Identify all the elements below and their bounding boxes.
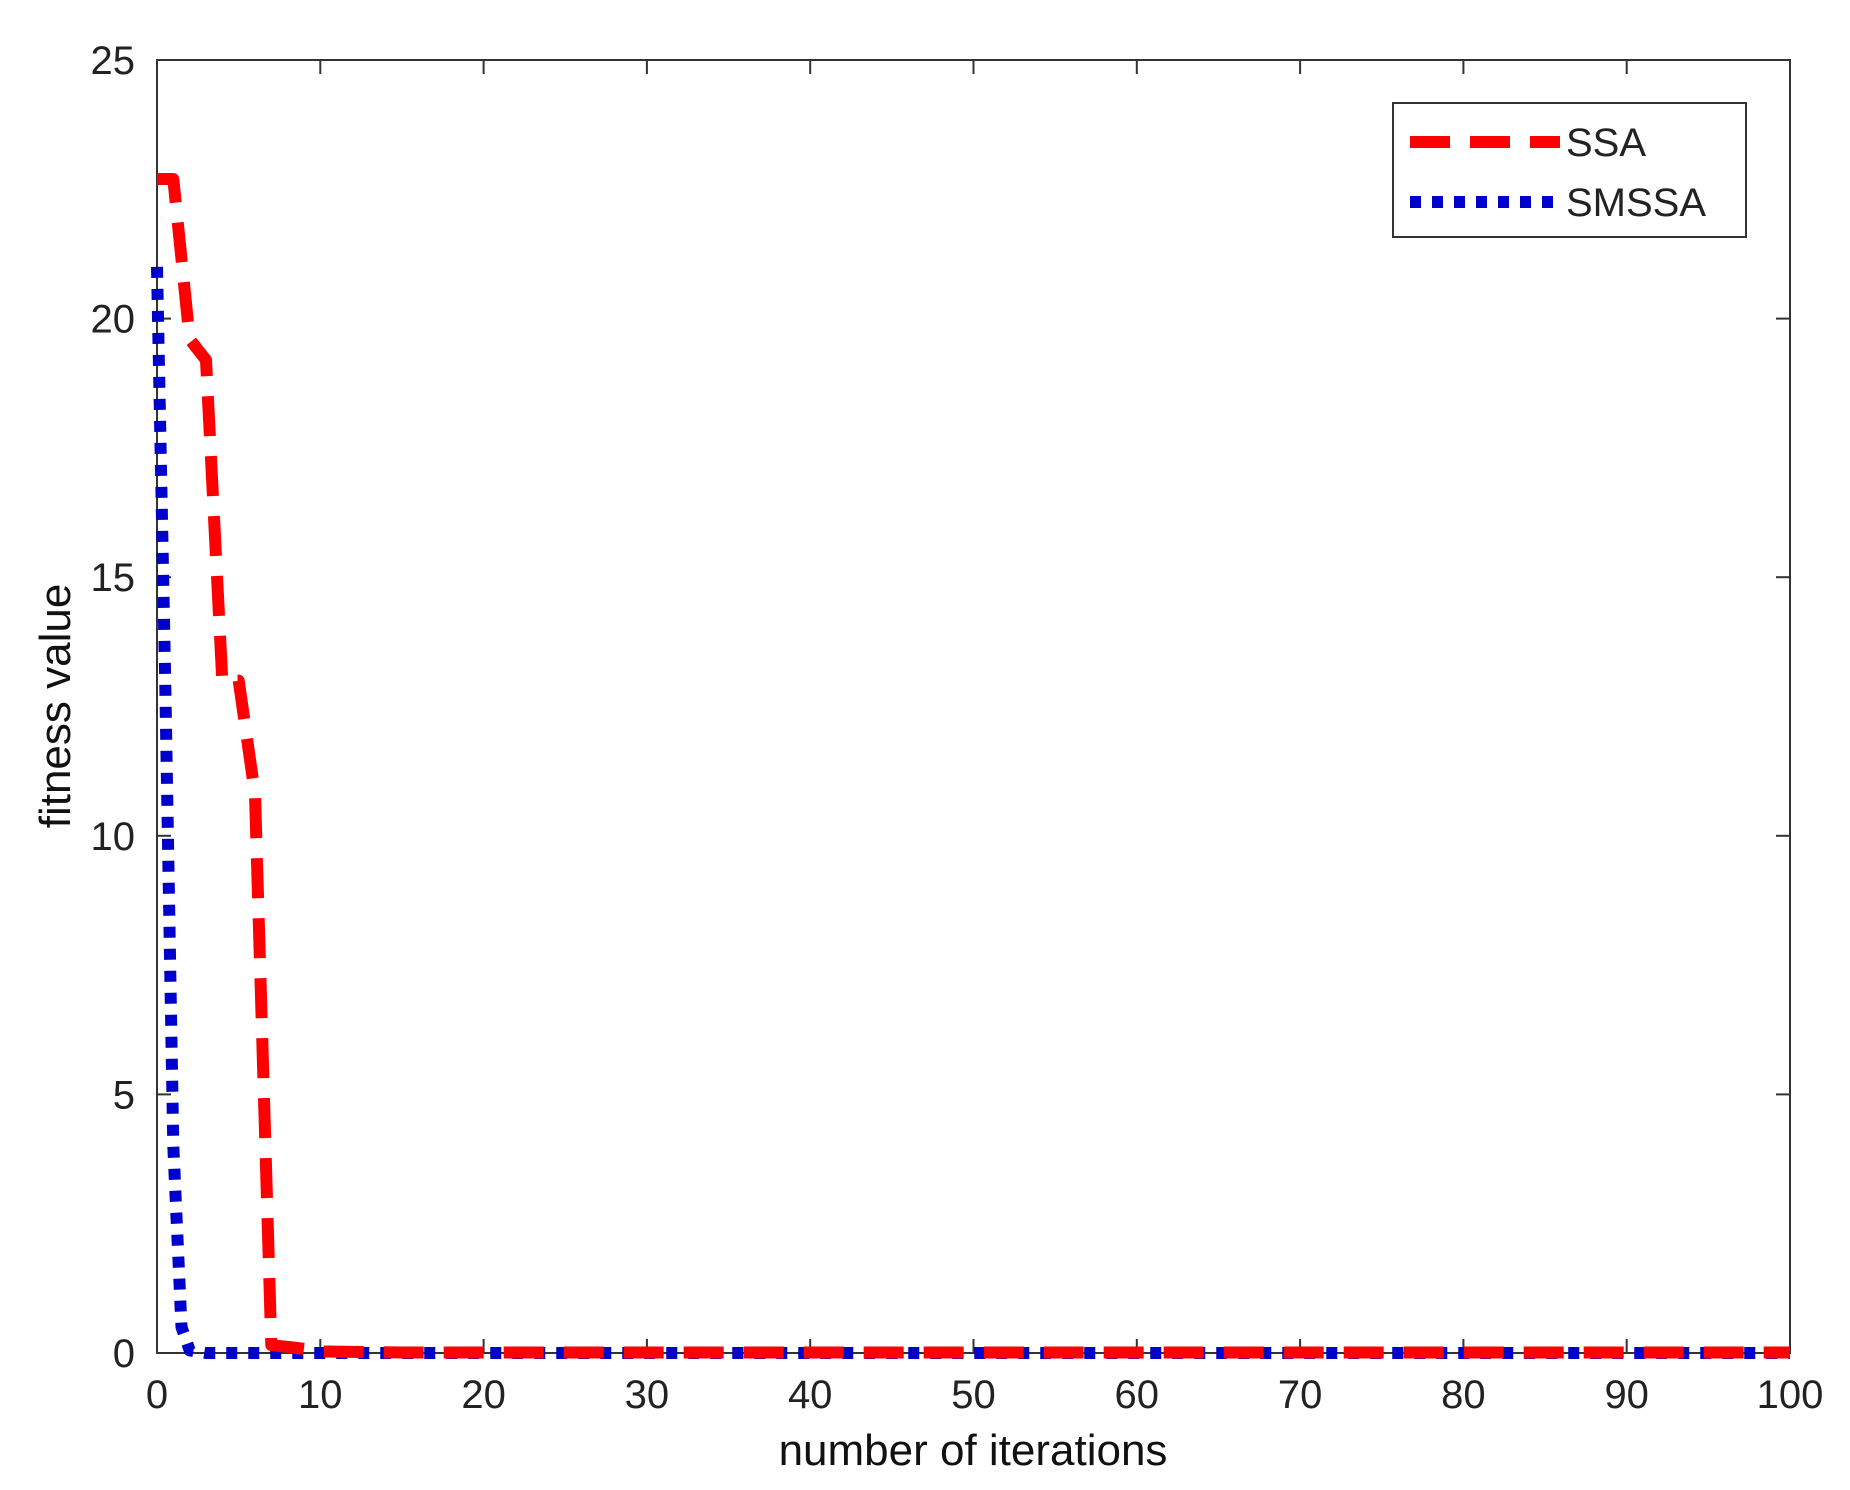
x-tick-label: 40: [788, 1373, 833, 1417]
x-tick-label: 0: [146, 1373, 168, 1417]
x-tick-label: 50: [951, 1373, 996, 1417]
x-tick-label: 90: [1604, 1373, 1649, 1417]
axis-ticks: 0 10 20 30 40 50 60 70 80 90 100 0 5 10 15 20 25: [91, 39, 1824, 1417]
series-line-ssa: [157, 173, 1790, 1359]
series-layer: [151, 173, 1790, 1359]
x-tick-label: 10: [298, 1373, 343, 1417]
x-axis-label: number of iterations: [779, 1426, 1168, 1475]
x-tick-label: 80: [1441, 1373, 1486, 1417]
legend-label-ssa: SSA: [1566, 121, 1646, 165]
legend-box: [1392, 102, 1747, 238]
x-tick-label: 100: [1757, 1373, 1824, 1417]
x-tick-label: 30: [625, 1373, 670, 1417]
x-tick-label: 20: [461, 1373, 506, 1417]
y-tick-label: 10: [91, 815, 136, 859]
y-tick-label: 20: [91, 298, 136, 342]
x-tick-label: 70: [1278, 1373, 1323, 1417]
plot-area: [156, 59, 1791, 1354]
y-tick-label: 5: [113, 1073, 135, 1117]
y-tick-label: 25: [91, 39, 136, 83]
y-tick-label: 0: [113, 1332, 135, 1376]
legend-label-smssa: SMSSA: [1566, 181, 1706, 225]
legend: SSA SMSSA: [1392, 102, 1747, 238]
y-axis-label: fitness value: [31, 584, 80, 829]
y-tick-label: 15: [91, 556, 136, 600]
x-tick-label: 60: [1115, 1373, 1160, 1417]
